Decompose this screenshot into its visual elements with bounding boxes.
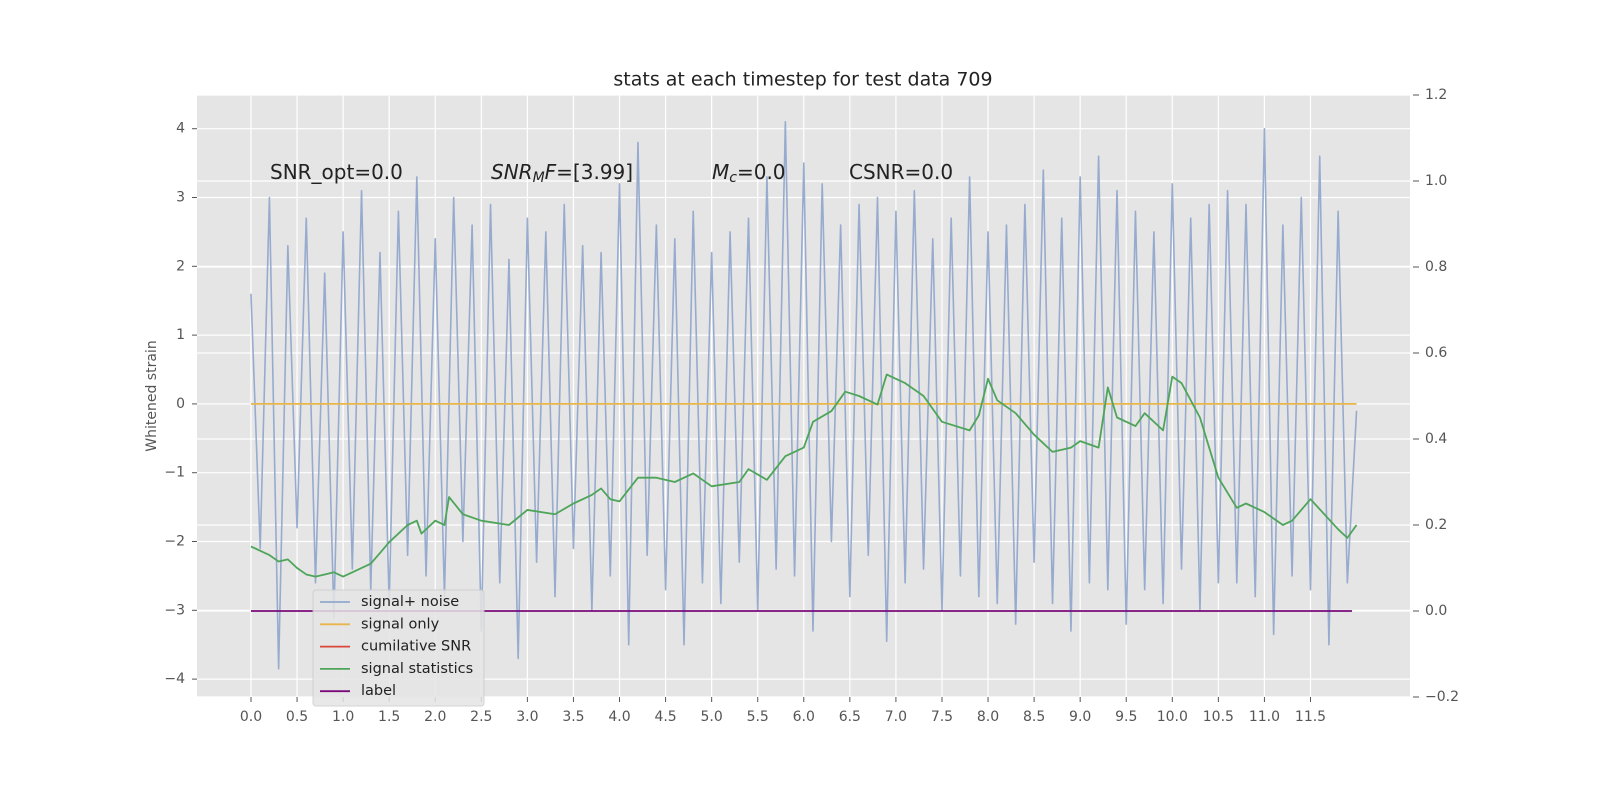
x-tick-label: 9.5 [1115,709,1137,725]
labels: 0.0 0.5 1.0 1.5 2.0 2.5 3.0 3.5 4.0 4.5 5.0 5.5 6.0 6… [164,87,1459,725]
y-axis-label: Whitened strain [144,340,160,451]
y-tick-label: 4 [176,121,185,137]
annotation-part: M [712,160,729,184]
x-tick-label: 11.5 [1295,709,1326,725]
annotation: CSNR=0.0 [849,160,953,184]
x-tick-label: 5.5 [747,709,769,725]
x-tick-label: 0.0 [240,709,262,725]
x-tick-label: 10.5 [1203,709,1234,725]
y2-tick-label: 0.4 [1425,431,1447,447]
x-tick-label: 4.5 [654,709,676,725]
y-tick-label: −1 [164,465,185,481]
y2-tick-label: 1.0 [1425,173,1447,189]
y-tick-label: 2 [176,258,185,274]
annotation-part: c [729,170,737,186]
x-tick-label: 1.5 [378,709,400,725]
legend-label: label [361,683,396,699]
legend-label: cumilative SNR [361,639,471,655]
x-tick-label: 10.0 [1157,709,1188,725]
x-tick-label: 7.0 [885,709,907,725]
legend-label: signal+ noise [361,594,459,610]
x-tick-label: 9.0 [1069,709,1091,725]
x-tick-label: 4.0 [608,709,630,725]
y2-tick-label: 1.2 [1425,87,1447,103]
annotation-part: CSNR=0.0 [849,160,953,184]
x-tick-label: 8.0 [977,709,999,725]
y-tick-label: −2 [164,534,185,550]
y2-tick-label: −0.2 [1425,689,1459,705]
y2-tick-label: 0.0 [1425,603,1447,619]
y2-tick-label: 0.2 [1425,517,1447,533]
x-tick-label: 5.0 [701,709,723,725]
x-tick-label: 6.0 [793,709,815,725]
legend-label: signal statistics [361,661,473,677]
annotation-part: SNR [491,160,533,184]
annotation: SNRMF=[3.99] [491,160,633,187]
x-tick-label: 0.5 [286,709,308,725]
y-tick-label: 3 [176,190,185,206]
legend-label: signal only [361,616,440,632]
marks [250,121,1358,670]
y2-tick-label: 0.6 [1425,345,1447,361]
annotation-part: =[3.99] [556,160,633,184]
series-line [250,373,1358,578]
series-line [250,121,1358,670]
x-tick-label: 3.0 [516,709,538,725]
x-tick-label: 3.5 [562,709,584,725]
y-tick-label: 0 [176,396,185,412]
y-tick-label: −4 [164,671,185,687]
annotation: SNR_opt=0.0 [270,160,403,184]
annotation-part: F [545,160,557,184]
y-tick-label: 1 [176,327,185,343]
annotation-part: M [533,170,545,186]
legend-box [312,589,485,707]
x-tick-label: 2.0 [424,709,446,725]
annotation-part: =0.0 [737,160,786,184]
x-tick-label: 6.5 [839,709,861,725]
legend: signal+ noise signal only cumilative SNR si… [312,589,485,707]
x-tick-label: 8.5 [1023,709,1045,725]
x-tick-label: 1.0 [332,709,354,725]
x-tick-label: 2.5 [470,709,492,725]
y-tick-label: −3 [164,602,185,618]
x-tick-label: 7.5 [931,709,953,725]
chart-title: stats at each timestep for test data 709 [613,69,992,91]
x-tick-label: 11.0 [1249,709,1280,725]
annotation: Mc=0.0 [712,160,786,187]
y2-tick-label: 0.8 [1425,259,1447,275]
annotation-part: SNR_opt=0.0 [270,160,403,184]
